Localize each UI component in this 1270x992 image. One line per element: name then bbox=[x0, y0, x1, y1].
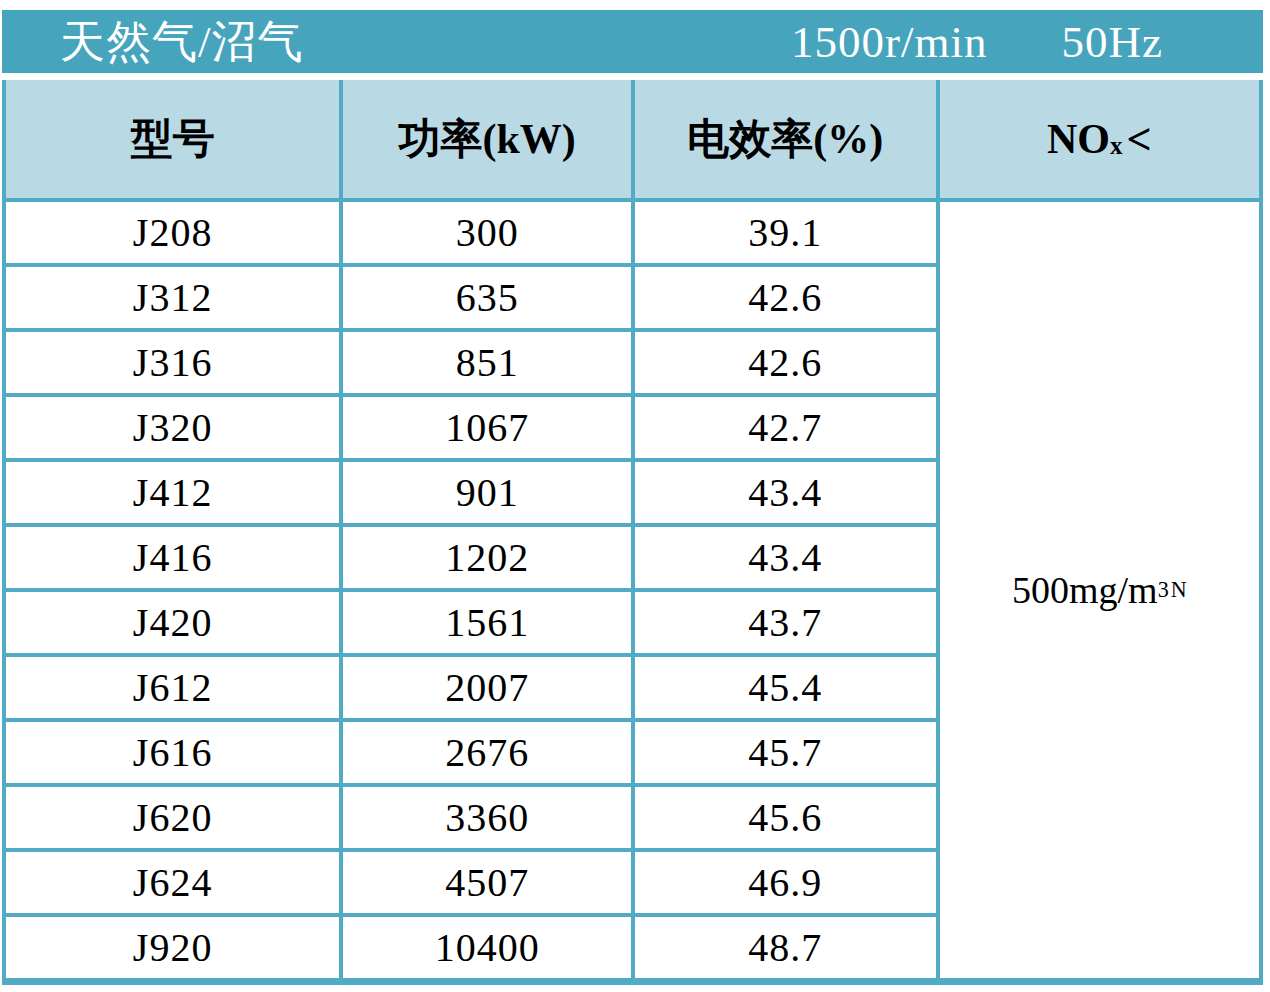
efficiency-cell: 42.7 bbox=[635, 397, 936, 458]
column-header-efficiency: 电效率(%) bbox=[635, 80, 936, 198]
power-cell: 1067 bbox=[343, 397, 631, 458]
model-cell: J920 bbox=[6, 917, 339, 978]
power-cell: 2676 bbox=[343, 722, 631, 783]
power-cell: 1202 bbox=[343, 527, 631, 588]
nox-limit-cell: 500mg/m3N bbox=[940, 202, 1259, 978]
spec-grid: 型号 功率(kW) 电效率(%) NOx< 500mg/m3N J208 300… bbox=[2, 80, 1263, 985]
model-cell: J320 bbox=[6, 397, 339, 458]
table-title-bar: 天然气/沼气 1500r/min 50Hz bbox=[2, 10, 1263, 73]
power-cell: 851 bbox=[343, 332, 631, 393]
power-cell: 1561 bbox=[343, 592, 631, 653]
efficiency-cell: 46.9 bbox=[635, 852, 936, 913]
column-header-model: 型号 bbox=[6, 80, 339, 198]
efficiency-cell: 45.4 bbox=[635, 657, 936, 718]
model-cell: J620 bbox=[6, 787, 339, 848]
efficiency-cell: 39.1 bbox=[635, 202, 936, 263]
fuel-type-title: 天然气/沼气 bbox=[60, 12, 791, 72]
model-cell: J612 bbox=[6, 657, 339, 718]
efficiency-cell: 45.7 bbox=[635, 722, 936, 783]
nox-limit-prefix: 500mg/m bbox=[1012, 568, 1158, 612]
model-cell: J420 bbox=[6, 592, 339, 653]
model-cell: J316 bbox=[6, 332, 339, 393]
column-header-nox: NOx< bbox=[940, 80, 1259, 198]
power-cell: 2007 bbox=[343, 657, 631, 718]
nox-base: NO bbox=[1047, 115, 1110, 163]
nox-subscript: x bbox=[1110, 132, 1123, 160]
model-cell: J616 bbox=[6, 722, 339, 783]
title-header-divider bbox=[2, 73, 1263, 80]
efficiency-cell: 45.6 bbox=[635, 787, 936, 848]
column-header-power: 功率(kW) bbox=[343, 80, 631, 198]
power-cell: 4507 bbox=[343, 852, 631, 913]
efficiency-cell: 43.7 bbox=[635, 592, 936, 653]
less-than-symbol: < bbox=[1127, 114, 1152, 165]
model-cell: J208 bbox=[6, 202, 339, 263]
engine-spec-table: 天然气/沼气 1500r/min 50Hz 型号 功率(kW) 电效率(%) N… bbox=[2, 10, 1263, 985]
model-cell: J624 bbox=[6, 852, 339, 913]
power-cell: 10400 bbox=[343, 917, 631, 978]
efficiency-cell: 42.6 bbox=[635, 332, 936, 393]
engine-speed-label: 1500r/min bbox=[791, 16, 988, 68]
power-cell: 300 bbox=[343, 202, 631, 263]
power-cell: 635 bbox=[343, 267, 631, 328]
model-cell: J412 bbox=[6, 462, 339, 523]
model-cell: J312 bbox=[6, 267, 339, 328]
power-cell: 901 bbox=[343, 462, 631, 523]
efficiency-cell: 42.6 bbox=[635, 267, 936, 328]
efficiency-cell: 43.4 bbox=[635, 462, 936, 523]
efficiency-cell: 48.7 bbox=[635, 917, 936, 978]
power-cell: 3360 bbox=[343, 787, 631, 848]
frequency-label: 50Hz bbox=[1062, 16, 1163, 68]
efficiency-cell: 43.4 bbox=[635, 527, 936, 588]
model-cell: J416 bbox=[6, 527, 339, 588]
